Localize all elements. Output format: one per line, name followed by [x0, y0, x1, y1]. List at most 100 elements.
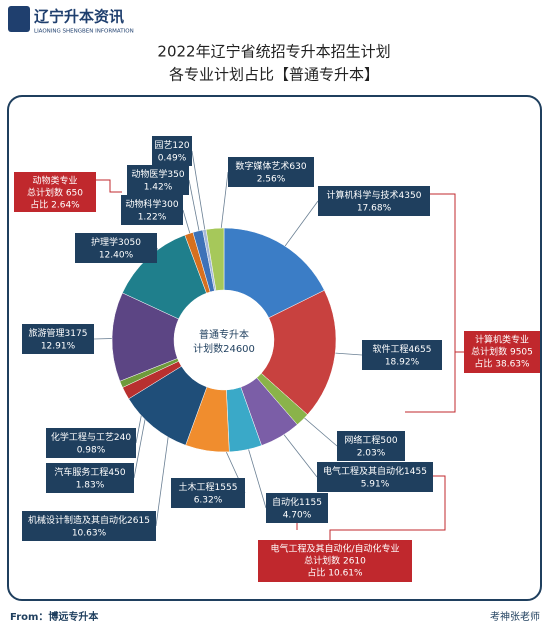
value-label: 240 [114, 433, 131, 443]
slice [223, 227, 325, 319]
category-label: 自动化 [272, 496, 299, 508]
center-label: 计划数24600 [193, 342, 255, 355]
group-box [464, 331, 540, 373]
percent-label: 0.49% [158, 154, 187, 164]
category-label: 机械设计制造及其自动化 [28, 514, 127, 526]
percent-label: 1.42% [144, 183, 173, 193]
bracket [96, 179, 122, 193]
group-label: 总计划数 650 [27, 187, 83, 199]
slice-label: 自动化1155 [272, 496, 322, 508]
percent-label: 12.91% [41, 342, 76, 352]
value-label: 500 [380, 436, 397, 446]
percent-label: 5.91% [361, 480, 390, 490]
footer-source: From：博远专升本 [10, 610, 99, 623]
label-box [121, 195, 183, 225]
label-box [75, 233, 157, 263]
value-label: 3175 [65, 329, 88, 339]
percent-label: 2.03% [357, 449, 386, 459]
value-label: 1455 [404, 467, 427, 477]
percent-label: 0.98% [77, 446, 106, 456]
percent-label: 18.92% [385, 358, 420, 368]
category-label: 化学工程与工艺 [51, 431, 114, 443]
value-label: 1155 [299, 498, 322, 508]
percent-label: 1.83% [76, 481, 105, 491]
slice-label: 化学工程与工艺240 [51, 431, 131, 443]
logo: 辽宁升本资讯 [34, 8, 124, 26]
category-label: 计算机科学与技术 [327, 189, 399, 201]
bracket [405, 193, 456, 413]
label-box [318, 186, 430, 216]
center-label: 普通专升本 [199, 328, 249, 341]
label-box [22, 511, 156, 541]
slice-label: 旅游管理3175 [29, 327, 88, 339]
slice-label: 机械设计制造及其自动化2615 [28, 514, 150, 526]
group-label: 总计划数 2610 [304, 555, 366, 567]
footer-author: 考神张老师 [490, 610, 540, 623]
group-label: 总计划数 9505 [471, 346, 533, 358]
percent-label: 6.32% [194, 496, 223, 506]
label-box [46, 428, 136, 458]
value-label: 2615 [127, 516, 150, 526]
logo-icon [8, 6, 30, 32]
slice [260, 289, 337, 415]
group-label: 占比 2.64% [30, 199, 80, 211]
label-box [228, 157, 314, 187]
category-label: 网络工程 [344, 434, 380, 446]
slice-label: 动物科学300 [125, 198, 178, 210]
percent-label: 17.68% [357, 204, 392, 214]
slice-label: 园艺120 [154, 140, 189, 151]
label-box [152, 136, 192, 166]
label-box [266, 493, 328, 523]
category-label: 护理学 [91, 236, 118, 248]
group-label: 电气工程及其自动化/自动化专业 [270, 543, 399, 555]
slice-label: 护理学3050 [91, 236, 141, 248]
percent-label: 1.22% [138, 213, 167, 223]
percent-label: 10.63% [72, 529, 107, 539]
category-label: 汽车服务工程 [54, 466, 108, 478]
category-label: 电气工程及其自动化 [323, 465, 404, 477]
category-label: 动物科学 [125, 198, 161, 210]
group-box [14, 172, 96, 212]
logo-sub: LIAONING SHENGBEN INFORMATION [34, 29, 134, 35]
category-label: 数字媒体艺术 [235, 160, 289, 172]
category-label: 土木工程 [179, 481, 215, 493]
label-box [127, 165, 189, 195]
value-label: 450 [108, 468, 125, 478]
bracket [329, 475, 446, 540]
percent-label: 2.56% [257, 175, 286, 185]
label-box [317, 462, 433, 492]
group-box [258, 540, 412, 582]
label-box [22, 324, 94, 354]
chart-title: 各专业计划占比【普通专升本】 [169, 66, 379, 84]
value-label: 4655 [409, 345, 432, 355]
label-box [46, 463, 134, 493]
slice-label: 土木工程1555 [179, 481, 238, 493]
slice-label: 计算机科学与技术4350 [327, 189, 422, 201]
value-label: 300 [161, 200, 178, 210]
value-label: 3050 [118, 238, 141, 248]
slice-label: 网络工程500 [344, 434, 397, 446]
value-label: 4350 [399, 191, 422, 201]
slice-label: 软件工程4655 [373, 343, 432, 355]
chart-title: 2022年辽宁省统招专升本招生计划 [157, 43, 390, 61]
category-label: 动物医学 [131, 168, 167, 180]
group-label: 占比 38.63% [474, 358, 530, 370]
category-label: 旅游管理 [29, 327, 65, 339]
slice-label: 电气工程及其自动化1455 [323, 465, 427, 477]
label-box [337, 431, 405, 461]
value-label: 350 [167, 170, 184, 180]
label-box [171, 478, 245, 508]
slice-label: 动物医学350 [131, 168, 184, 180]
value-label: 630 [289, 162, 306, 172]
slice [205, 227, 225, 291]
group-label: 计算机类专业 [475, 334, 529, 346]
category-label: 软件工程 [373, 343, 409, 355]
percent-label: 12.40% [99, 251, 134, 261]
category-label: 园艺 [154, 140, 172, 151]
group-label: 占比 10.61% [307, 567, 363, 579]
slice-label: 数字媒体艺术630 [235, 160, 306, 172]
value-label: 120 [172, 141, 189, 151]
group-label: 动物类专业 [32, 175, 77, 187]
